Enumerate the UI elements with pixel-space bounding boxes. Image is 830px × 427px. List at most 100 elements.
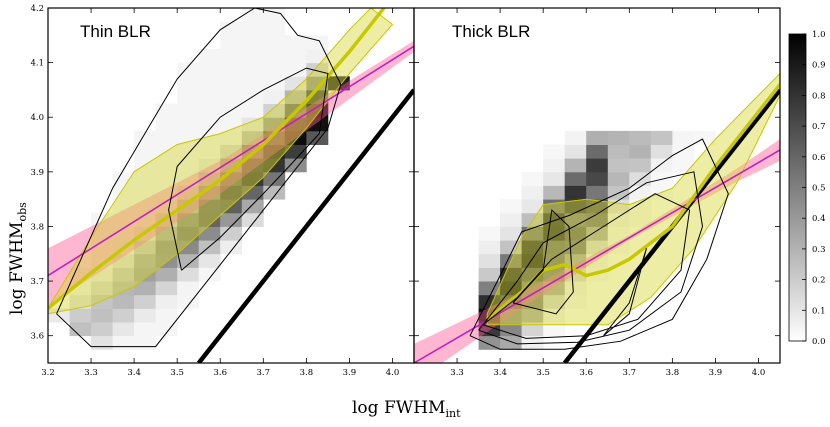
heatmap-cell: [220, 49, 243, 64]
heatmap-cell: [564, 267, 587, 282]
colorbar-tick-label: 0.4: [812, 214, 826, 224]
heatmap-cell: [155, 281, 178, 296]
heatmap-cell: [241, 212, 264, 227]
panel-title-thin: Thin BLR: [80, 22, 151, 41]
heatmap-cell: [263, 21, 286, 36]
y-tick-label: 3.7: [30, 277, 44, 287]
heatmap-cell: [564, 185, 587, 200]
x-tick-label: 4.0: [386, 368, 400, 378]
heatmap-cell: [478, 240, 501, 255]
colorbar-tick-label: 0.3: [812, 245, 826, 255]
x-tick-label: 4.0: [752, 368, 766, 378]
heatmap-cell: [155, 199, 178, 214]
colorbar: 0.0 0.1 0.2 0.3 0.4 0.5 0.6 0.7 0.8 0.9 1.0: [788, 30, 826, 347]
heatmap-cell: [155, 158, 178, 173]
contour-thick-0: [469, 138, 729, 350]
heatmap-cell: [478, 335, 501, 350]
heatmap-cell: [91, 308, 113, 323]
heatmap-cell: [543, 171, 566, 186]
y-tick-label: 4.0: [30, 113, 44, 123]
heatmap-cell: [112, 294, 135, 309]
heatmap-cell: [263, 144, 286, 159]
heatmap-cell: [306, 35, 329, 50]
heatmap-cell: [241, 62, 264, 77]
ticks-thin: 3.2 3.3 3.4 3.5 3.6 3.7 3.8 3.9 4.0 3.6 3.7 3.8 3.9 4…: [30, 4, 414, 378]
heatmap-cell: [220, 89, 243, 104]
contour-thick-3: [512, 209, 574, 315]
y-tick-label: 4.2: [30, 4, 44, 14]
heatmap-cell: [198, 240, 221, 255]
heatmap-cell: [543, 322, 566, 337]
heatmap-cell: [543, 144, 566, 159]
heatmap-cell: [112, 335, 135, 350]
heatmap-cell: [198, 49, 221, 64]
heatmap-cell: [607, 158, 630, 173]
heatmap-cell: [263, 185, 286, 200]
heatmap-cell: [521, 267, 544, 282]
heatmap-cell: [284, 117, 307, 132]
heatmap-cell: [155, 308, 178, 323]
heatmap-cell: [91, 335, 113, 350]
heatmap-cell: [284, 144, 307, 159]
heatmap-cell: [220, 240, 243, 255]
heatmap-cell: [284, 49, 307, 64]
heatmap-cell: [607, 240, 630, 255]
heatmap-cell: [607, 212, 630, 227]
heatmap-cell: [521, 294, 544, 309]
heatmap-cell: [672, 144, 695, 159]
heatmap-cell: [112, 322, 135, 337]
heatmap-cell: [241, 117, 264, 132]
heatmap-cell: [500, 267, 522, 282]
x-axis-label: log FWHMint: [352, 398, 461, 420]
contour-thick-1: [478, 171, 704, 345]
heatmap-cell: [220, 212, 243, 227]
y-tick-label: 3.8: [30, 222, 44, 232]
heatmap-cell: [155, 294, 178, 309]
x-tick-label: 3.5: [536, 368, 550, 378]
heatmap-cell: [500, 308, 522, 323]
heatmap-cell: [306, 130, 329, 145]
heatmap-cell: [629, 144, 652, 159]
heatmap-cell: [155, 226, 178, 241]
heatmap-cell: [198, 62, 221, 77]
nonlinear-fit-band: [486, 72, 780, 326]
x-tick-label: 3.7: [257, 368, 271, 378]
contour-outer: [56, 8, 342, 348]
panel-thick-blr: 3.3 3.4 3.5 3.6 3.7 3.8 3.9 4.0 Thick BLR: [413, 7, 781, 378]
heatmap-cell: [241, 35, 264, 50]
heatmap-cell: [91, 226, 113, 241]
heatmap-cell: [198, 199, 221, 214]
heatmap-cell: [177, 130, 200, 145]
heatmap-cell: [586, 199, 609, 214]
heatmap-cell: [500, 335, 522, 350]
heatmap-cell: [177, 294, 200, 309]
panel-thin-blr: 3.2 3.3 3.4 3.5 3.6 3.7 3.8 3.9 4.0 3.6 3.7 3.8 3.9 4…: [30, 4, 415, 378]
colorbar-tick-label: 0.0: [812, 337, 826, 347]
heatmap-cell: [177, 212, 200, 227]
heatmap-cell: [607, 226, 630, 241]
x-tick-label: 3.3: [450, 368, 464, 378]
heatmap-cell: [564, 253, 587, 268]
heatmap-cell: [564, 294, 587, 309]
heatmap-cell: [69, 322, 92, 337]
heatmap-cell: [564, 130, 587, 145]
series-thick: [414, 72, 780, 363]
heatmap-cell: [198, 253, 221, 268]
heatmap-cell: [586, 253, 609, 268]
heatmap-cell: [112, 226, 135, 241]
heatmap-cell: [134, 294, 156, 309]
panel-title-thick: Thick BLR: [452, 22, 530, 41]
heatmap-cell: [91, 267, 113, 282]
colorbar-ticks: 0.0 0.1 0.2 0.3 0.4 0.5 0.6 0.7 0.8 0.9 1.0: [802, 30, 826, 347]
linear-fit-line: [414, 149, 780, 363]
heatmap-cell: [155, 322, 178, 337]
heatmap-cell: [177, 158, 200, 173]
heatmap-cell: [543, 185, 566, 200]
heatmap-cell: [241, 158, 264, 173]
heatmap-cell: [134, 308, 156, 323]
heatmap-cell: [263, 49, 286, 64]
heatmap-cell: [521, 212, 544, 227]
heatmap-cell: [134, 199, 156, 214]
heatmap-cell: [198, 103, 221, 118]
contour-inner: [168, 67, 329, 271]
